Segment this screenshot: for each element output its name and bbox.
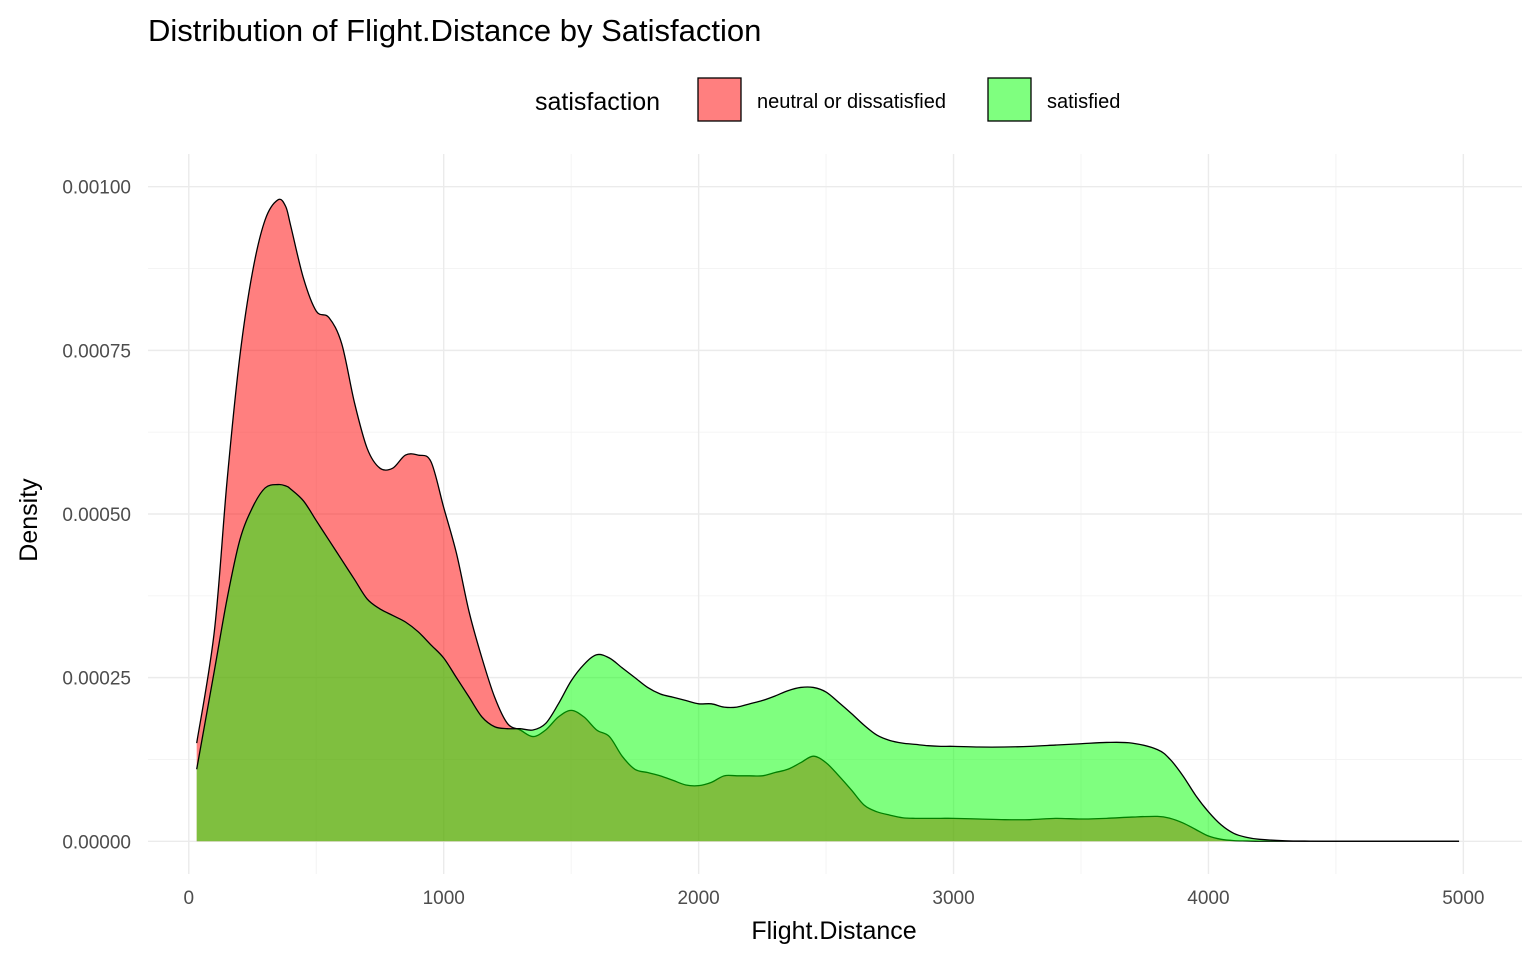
density-area-satisfied — [196, 484, 1460, 842]
x-axis-title: Flight.Distance — [751, 917, 916, 945]
y-tick-label: 0.00050 — [62, 505, 131, 526]
x-tick-label: 4000 — [1187, 888, 1229, 909]
density-areas — [196, 198, 1460, 842]
y-tick-label: 0.00025 — [62, 669, 131, 690]
y-tick-label: 0.00075 — [62, 341, 131, 362]
legend: satisfaction neutral or dissatisfied sat… — [535, 77, 1120, 122]
y-tick-label: 0.00100 — [62, 178, 131, 199]
x-axis-ticks: 0 1000 2000 3000 4000 5000 — [183, 888, 1484, 909]
legend-label-neutral-or-dissatisfied: neutral or dissatisfied — [757, 91, 946, 113]
y-axis-title: Density — [15, 478, 43, 562]
density-line-satisfied — [196, 483, 1460, 842]
legend-label-satisfied: satisfied — [1047, 91, 1120, 113]
x-tick-label: 3000 — [932, 888, 974, 909]
legend-key-neutral-or-dissatisfied — [697, 77, 742, 122]
x-tick-label: 1000 — [423, 888, 465, 909]
x-tick-label: 2000 — [677, 888, 719, 909]
chart-title: Distribution of Flight.Distance by Satis… — [148, 13, 761, 48]
x-tick-label: 0 — [183, 888, 194, 909]
y-tick-label: 0.00000 — [62, 832, 131, 853]
legend-key-satisfied — [987, 77, 1032, 122]
x-tick-label: 5000 — [1442, 888, 1484, 909]
y-axis-ticks: 0.00000 0.00025 0.00050 0.00075 0.00100 — [62, 178, 131, 854]
legend-title: satisfaction — [535, 88, 660, 116]
